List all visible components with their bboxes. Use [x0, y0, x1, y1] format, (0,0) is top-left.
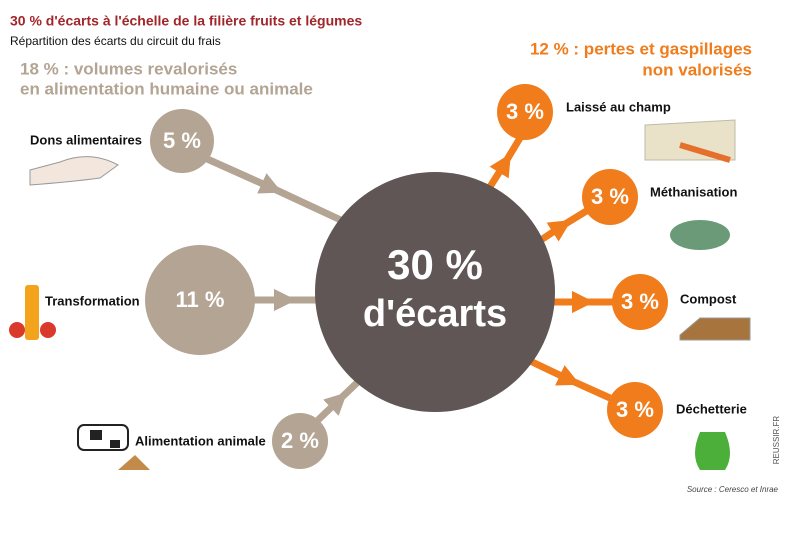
group-title: non valorisés: [642, 60, 752, 79]
hand-icon: [29, 156, 119, 186]
node-circle: [150, 109, 214, 173]
compost-icon: [679, 317, 751, 341]
arrow: [526, 356, 612, 402]
cow-spots: [90, 430, 120, 448]
node-value: 3 %: [591, 184, 629, 209]
node-circle: [607, 382, 663, 438]
center-text: d'écarts: [363, 293, 507, 335]
apple-icon: [9, 322, 25, 338]
node-value: 3 %: [621, 289, 659, 314]
group-title: en alimentation humaine ou animale: [20, 79, 313, 98]
field-icon: [644, 119, 736, 161]
digester-icon: [670, 220, 730, 250]
carrot-icon: [679, 142, 731, 163]
node-circle: [145, 245, 255, 355]
credit: REUSSIR.FR: [772, 416, 781, 465]
source: Source : Ceresco et Inrae: [687, 485, 779, 494]
cow-icon: [77, 424, 129, 451]
node-label: Dons alimentaires: [30, 132, 142, 147]
node-circle: [497, 84, 553, 140]
arrow: [485, 136, 524, 192]
subtitle: Répartition des écarts du circuit du fra…: [10, 34, 221, 48]
arrow: [203, 154, 347, 226]
node-value: 5 %: [163, 128, 201, 153]
juice-icon: [25, 285, 39, 340]
node-label: Laissé au champ: [566, 99, 671, 114]
node-label: Alimentation animale: [135, 433, 266, 448]
arrow: [536, 207, 590, 245]
group-title: 12 % : pertes et gaspillages: [530, 39, 752, 58]
arrow: [315, 375, 365, 423]
bag-icon: [695, 432, 730, 470]
node-value: 11 %: [176, 287, 225, 312]
node-circle: [272, 413, 328, 469]
node-label: Compost: [680, 291, 737, 306]
node-label: Déchetterie: [676, 401, 747, 416]
node-value: 2 %: [281, 428, 319, 453]
node-value: 3 %: [506, 99, 544, 124]
node-value: 3 %: [616, 397, 654, 422]
node-circle: [612, 274, 668, 330]
node-circle: [582, 169, 638, 225]
center-circle: [315, 172, 555, 412]
apple-icon: [40, 322, 56, 338]
node-label: Méthanisation: [650, 184, 737, 199]
feed-icon: [118, 455, 150, 470]
node-label: Transformation: [45, 293, 140, 308]
center-text: 30 %: [387, 241, 483, 288]
group-title: 18 % : volumes revalorisés: [20, 59, 237, 78]
title: 30 % d'écarts à l'échelle de la filière …: [10, 13, 362, 29]
